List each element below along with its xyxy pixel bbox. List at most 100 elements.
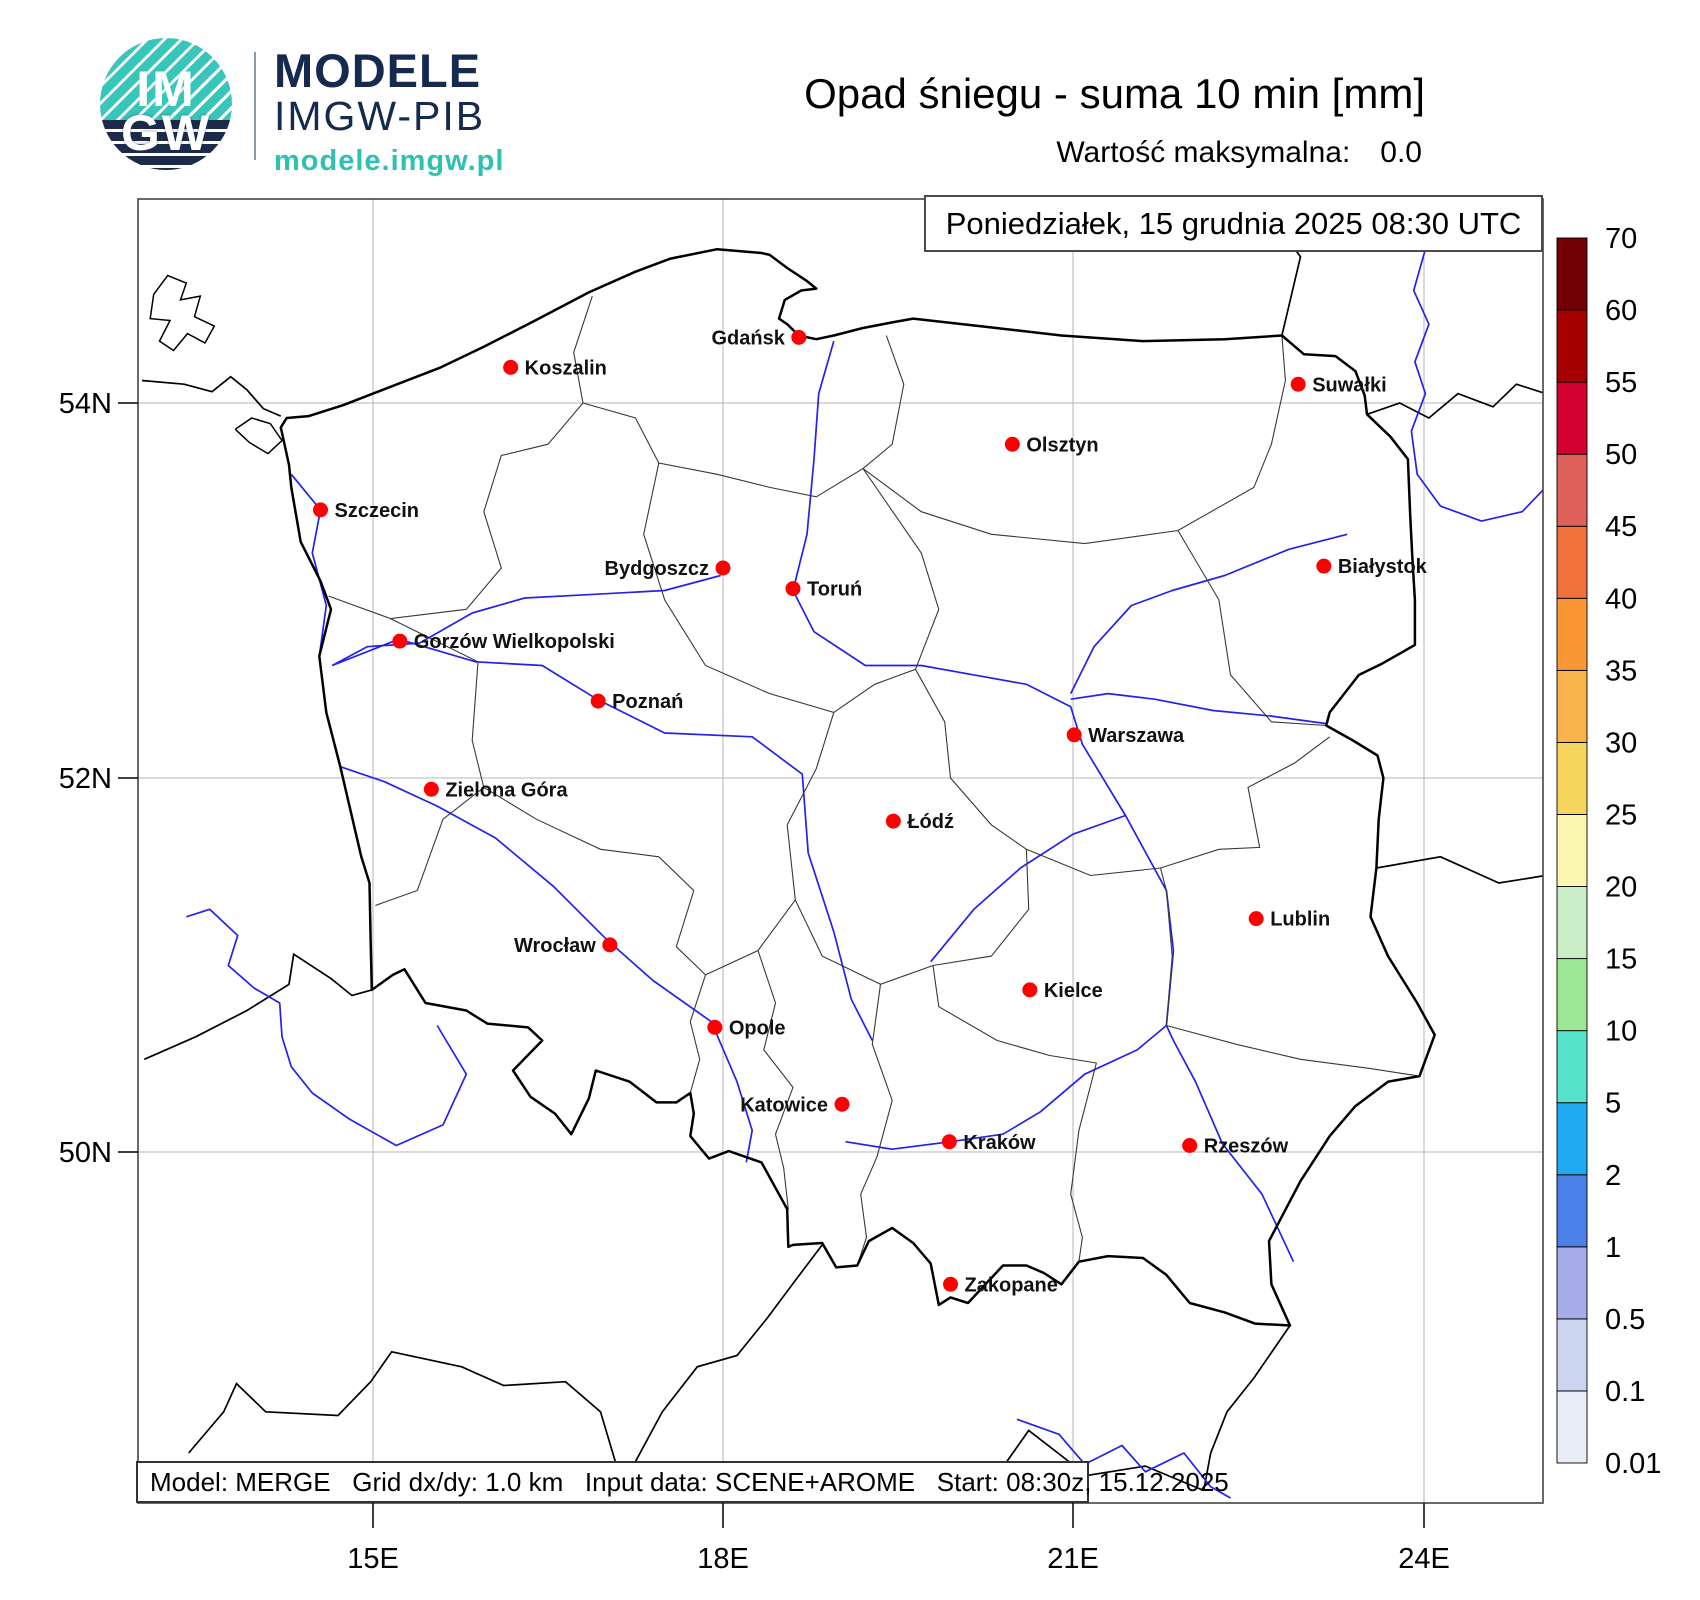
colorbar-segment — [1556, 669, 1588, 743]
voivodeship-border-line — [786, 712, 1030, 985]
voivodeship-border-line — [1177, 530, 1327, 727]
brand-url: modele.imgw.pl — [274, 145, 505, 178]
city-marker — [885, 813, 901, 829]
voivodeship-border-line — [375, 618, 485, 907]
river-line — [930, 814, 1126, 963]
voivodeship-border-line — [915, 669, 1331, 877]
colorbar-segment — [1556, 814, 1588, 887]
colorbar-segment — [1556, 1246, 1588, 1320]
colorbar-label: 45 — [1605, 511, 1637, 543]
city-marker — [392, 633, 408, 649]
city-marker — [602, 937, 618, 953]
city-marker — [785, 581, 801, 597]
city-marker — [715, 560, 731, 576]
city-label: Kielce — [1044, 980, 1103, 1002]
voivodeship-border-line — [328, 295, 593, 620]
colorbar-label: 35 — [1605, 655, 1637, 687]
colorbar-label: 2 — [1605, 1160, 1621, 1192]
colorbar-segment — [1556, 958, 1588, 1032]
river-line — [290, 473, 754, 1163]
river-line — [331, 638, 874, 1041]
river-line — [1069, 533, 1348, 694]
city-label: Suwałki — [1312, 374, 1386, 396]
city-marker — [503, 359, 519, 375]
city-marker — [1290, 376, 1306, 392]
colorbar-segment — [1556, 741, 1588, 815]
city-label: Poznań — [612, 691, 683, 713]
colorbar-label: 5 — [1605, 1088, 1621, 1120]
colorbar-label: 40 — [1605, 583, 1637, 615]
city-label: Bydgoszcz — [605, 558, 709, 580]
neighbor-border-line — [1376, 855, 1543, 884]
colorbar-segment — [1556, 1174, 1588, 1248]
colorbar-label: 25 — [1605, 799, 1637, 831]
max-value: 0.0 — [1380, 136, 1422, 169]
neighbor-border-line — [1366, 383, 1543, 420]
neighbor-border-line — [1202, 1325, 1291, 1491]
logo-im-text: IM — [136, 61, 196, 117]
colorbar-label: 70 — [1605, 223, 1637, 255]
voivodeship-border-line — [483, 786, 707, 1094]
brand-block: MODELE IMGW-PIB modele.imgw.pl — [274, 46, 504, 177]
x-axis-label: 15E — [347, 1543, 399, 1575]
colorbar-label: 55 — [1605, 367, 1637, 399]
max-value-line: Wartość maksymalna: 0.0 — [1056, 136, 1422, 170]
city-label: Białystok — [1338, 556, 1428, 578]
voivodeship-border-line — [1166, 1024, 1420, 1077]
city-marker — [943, 1276, 959, 1292]
map-frame — [137, 198, 1544, 1504]
voivodeship-border-line — [932, 965, 1097, 1064]
forecast-datetime: Poniedziałek, 15 grudnia 2025 08:30 UTC — [945, 205, 1522, 241]
colorbar-segment — [1556, 1318, 1588, 1392]
voivodeship-border-line — [856, 984, 893, 1266]
river-line — [792, 340, 1175, 1151]
city-marker — [590, 693, 606, 709]
neighbor-border-line — [141, 375, 282, 417]
city-marker — [1316, 558, 1332, 574]
colorbar-segment — [1556, 886, 1588, 960]
voivodeship-border-line — [1159, 867, 1173, 1026]
city-marker — [1066, 727, 1082, 743]
city-label: Wrocław — [514, 935, 596, 957]
colorbar-segment — [1556, 1390, 1588, 1464]
colorbar-segment — [1556, 525, 1588, 599]
logo-gw-text: GW — [120, 105, 212, 161]
city-marker — [834, 1096, 850, 1112]
river-line — [186, 908, 468, 1147]
colorbar-segment — [1556, 597, 1588, 671]
city-label: Kraków — [963, 1132, 1036, 1154]
x-axis-label: 18E — [697, 1543, 749, 1575]
voivodeship-border-line — [1070, 1062, 1097, 1262]
city-marker — [791, 329, 807, 345]
city-marker — [312, 502, 328, 518]
city-marker — [941, 1134, 957, 1150]
colorbar-label: 30 — [1605, 727, 1637, 759]
y-axis-label: 54N — [59, 388, 112, 420]
logo-divider — [254, 52, 256, 160]
voivodeship-border-line — [705, 899, 796, 976]
city-label: Rzeszów — [1204, 1136, 1289, 1158]
colorbar-label: 0.1 — [1605, 1376, 1645, 1408]
voivodeship-border-line — [582, 335, 905, 498]
city-label: Koszalin — [525, 357, 607, 379]
city-label: Gdańsk — [711, 327, 785, 349]
river-line — [331, 574, 721, 667]
model-info-box: Model: MERGE Grid dx/dy: 1.0 km Input da… — [136, 1461, 1229, 1503]
model-info-text: Model: MERGE Grid dx/dy: 1.0 km Input da… — [150, 1466, 1229, 1497]
city-label: Zakopane — [965, 1274, 1058, 1296]
city-label: Warszawa — [1088, 725, 1185, 747]
colorbar-segment — [1556, 309, 1588, 383]
voivodeship-border-line — [757, 950, 794, 1210]
city-label: Katowice — [740, 1094, 828, 1116]
colorbar-segment — [1556, 237, 1588, 311]
x-axis-label: 21E — [1047, 1543, 1099, 1575]
city-marker — [1182, 1138, 1198, 1153]
city-label: Szczecin — [334, 500, 418, 522]
city-marker — [423, 781, 439, 797]
max-value-label: Wartość maksymalna: — [1056, 136, 1351, 169]
city-label: Zielona Góra — [445, 779, 568, 801]
city-label: Olsztyn — [1026, 434, 1098, 456]
brand-imgw-pib: IMGW-PIB — [274, 93, 486, 140]
map-content: Szczecin Koszalin Gdańsk Suwałki Olsztyn Biał… — [138, 199, 1543, 1503]
